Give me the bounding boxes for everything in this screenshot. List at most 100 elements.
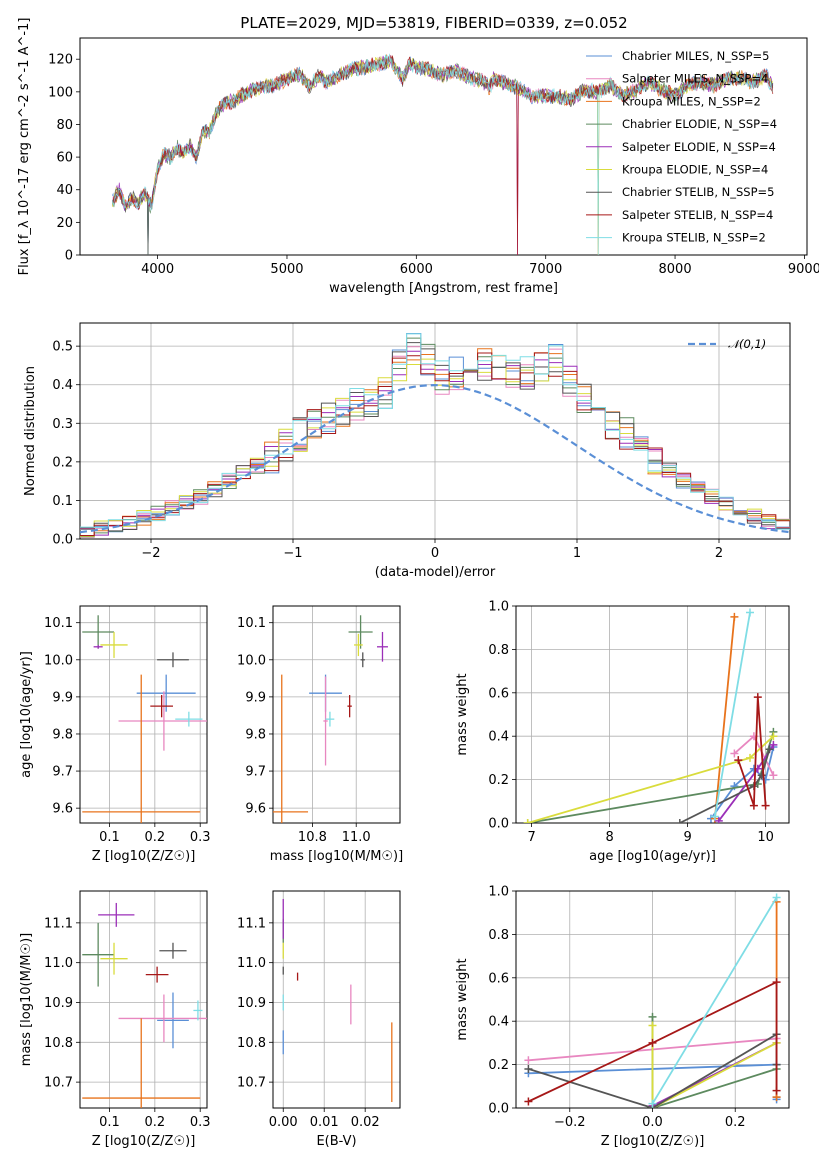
x-tick-label: 5000 (270, 262, 303, 277)
y-tick-label: 0.2 (488, 1058, 509, 1073)
y-axis-label: mass [log10(M/M☉)] (19, 933, 34, 1066)
y-tick-label: 20 (56, 216, 73, 231)
y-tick-label: 0.4 (52, 378, 73, 393)
weight-line (714, 612, 751, 817)
weight-line (651, 1025, 778, 1108)
y-tick-label: 10.1 (237, 616, 266, 631)
x-tick-label: 6000 (400, 262, 433, 277)
y-tick-label: 9.6 (245, 802, 266, 817)
weight-marker (648, 1012, 657, 1021)
y-tick-label: 11.1 (237, 916, 266, 931)
plot-frame (79, 37, 808, 256)
legend-label: Chabrier MILES, N_SSP=5 (622, 49, 769, 63)
x-tick-label: 0.1 (99, 830, 120, 845)
weight-marker (746, 753, 754, 762)
x-axis-label: Z [log10(Z/Z☉)] (92, 849, 196, 864)
weight-line (714, 616, 736, 819)
x-axis-label: age [log10(age/yr)] (589, 849, 716, 864)
gaussian-curve (80, 383, 790, 534)
weight-marker (730, 749, 739, 758)
x-tick-label: 1 (573, 546, 581, 561)
y-tick-label: 120 (48, 53, 73, 68)
weight-marker (710, 812, 719, 821)
legend-label: Kroupa STELIB, N_SSP=2 (622, 231, 766, 245)
weight-marker (769, 771, 778, 780)
weight-marker (749, 801, 758, 810)
x-tick-label: 8000 (659, 262, 692, 277)
weight-marker (772, 1086, 781, 1095)
y-tick-label: 10.8 (237, 1036, 266, 1051)
y-axis-label: age [log10(age/yr)] (19, 651, 34, 778)
weight-marker (648, 1038, 657, 1047)
errorbar-points (82, 902, 207, 1108)
x-tick-label: 0.02 (351, 1115, 380, 1130)
weight-lines (523, 608, 778, 823)
plots-layer: 4000 5000 6000 7000 8000 9000020406080100120w… (17, 18, 819, 1149)
y-axis-label: mass weight (455, 673, 470, 755)
y-tick-label: 0.4 (488, 1015, 509, 1030)
weight-lines (524, 893, 781, 1108)
y-tick-label: 0.4 (488, 730, 509, 745)
weight-marker (753, 693, 762, 702)
y-tick-label: 0.6 (488, 686, 509, 701)
x-tick-label: 9000 (788, 262, 819, 277)
plot-frame (272, 605, 401, 824)
histogram-step (80, 352, 790, 536)
y-tick-label: 0.0 (488, 817, 509, 832)
weight-marker (675, 819, 684, 823)
x-axis-label: (data-model)/error (375, 565, 496, 580)
weight-marker (648, 1021, 657, 1030)
y-tick-label: 10.9 (237, 996, 266, 1011)
weight-marker (765, 745, 774, 754)
y-tick-label: 100 (48, 85, 73, 100)
histogram-step (80, 355, 790, 537)
legend: Chabrier MILES, N_SSP=5 Salpeter MILES, N… (586, 49, 777, 245)
y-tick-label: 0.6 (488, 971, 509, 986)
weight-marker (714, 816, 723, 823)
weight-line (737, 697, 767, 806)
y-tick-label: 0.0 (52, 533, 73, 548)
y-tick-label: 9.8 (52, 727, 73, 742)
weight-marker (524, 1056, 533, 1065)
legend-label: 𝒩(0,1) (728, 337, 766, 351)
y-tick-label: 11.0 (44, 956, 73, 971)
y-tick-label: 10.1 (44, 616, 73, 631)
x-tick-label: 9 (683, 830, 691, 845)
x-axis-label: Z [log10(Z/Z☉)] (601, 1134, 705, 1149)
weight-marker (772, 978, 781, 987)
legend-label: Chabrier ELODIE, N_SSP=4 (622, 117, 777, 131)
x-tick-label: 7 (527, 830, 535, 845)
plot-frame (272, 890, 401, 1109)
y-tick-label: 0.8 (488, 643, 509, 658)
x-tick-label: 0.3 (190, 1115, 211, 1130)
y-tick-label: 0.2 (52, 455, 73, 470)
figure-title: PLATE=2029, MJD=53819, FIBERID=0339, z=0… (240, 14, 627, 32)
y-tick-label: 10.9 (44, 996, 73, 1011)
weight-marker (524, 1097, 533, 1106)
y-tick-label: 11.1 (44, 916, 73, 931)
y-tick-label: 10.0 (44, 653, 73, 668)
residuals-panel: −2 −1 0 1 2 0.0 0.1 0.2 0.3 0.4 0.5 (data-model)/er… (23, 322, 791, 580)
y-tick-label: 9.6 (52, 802, 73, 817)
x-tick-label: 0 (431, 546, 439, 561)
x-tick-label: 8 (605, 830, 613, 845)
histogram-step (80, 333, 790, 530)
plot-frame (79, 322, 791, 540)
errorbar-points (82, 615, 207, 823)
legend-label: Salpeter MILES, N_SSP=4 (622, 72, 768, 86)
y-tick-label: 9.9 (52, 690, 73, 705)
z-age-panel: 0.1 0.2 0.3 9.6 9.7 9.8 9.9 10.0 10.1 Z [log10(Z/… (19, 605, 211, 864)
spectrum-panel: 4000 5000 6000 7000 8000 9000 0 20 40 60 80 100 120 w… (17, 18, 819, 296)
weight-marker (734, 756, 743, 765)
y-tick-label: 0 (65, 249, 73, 264)
y-tick-label: 10.8 (44, 1036, 73, 1051)
errorbar-points (282, 898, 393, 1103)
legend-label: Chabrier STELIB, N_SSP=5 (622, 185, 774, 199)
weight-marker (761, 801, 770, 810)
y-tick-label: 60 (56, 151, 73, 166)
weight-marker (523, 819, 532, 823)
weight-marker (746, 608, 754, 617)
x-tick-label: 0.01 (310, 1115, 339, 1130)
histogram-lines (80, 333, 790, 538)
